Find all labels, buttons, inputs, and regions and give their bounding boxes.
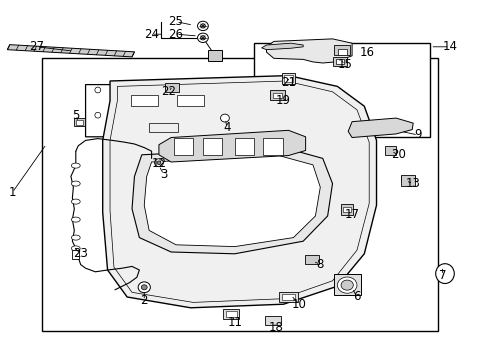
Bar [165,83,179,91]
Ellipse shape [71,246,80,251]
Ellipse shape [71,163,80,168]
Polygon shape [72,250,79,259]
Ellipse shape [197,33,208,42]
Text: 25: 25 [168,15,183,28]
Text: 24: 24 [144,28,159,41]
Ellipse shape [141,285,147,290]
Text: 8: 8 [316,258,324,271]
Text: 17: 17 [344,208,359,221]
Text: 18: 18 [268,321,283,334]
Bar [76,120,82,125]
Text: 10: 10 [291,298,306,311]
Text: 27: 27 [29,40,44,53]
Ellipse shape [340,280,352,290]
Bar [281,73,295,84]
Bar [281,294,295,300]
Bar [284,75,292,82]
Ellipse shape [71,199,80,204]
Ellipse shape [200,24,205,28]
Ellipse shape [200,36,205,40]
Text: 6: 6 [352,291,360,303]
Ellipse shape [337,277,356,293]
Text: 15: 15 [337,58,351,71]
Ellipse shape [220,114,229,122]
Ellipse shape [71,181,80,186]
Bar [225,311,236,317]
Bar [207,50,222,61]
Ellipse shape [95,87,101,93]
Polygon shape [110,81,368,302]
Text: 9: 9 [413,129,421,141]
Bar [341,204,352,215]
Polygon shape [85,85,251,137]
Bar [270,90,285,100]
Bar [173,138,193,155]
Text: 16: 16 [359,46,373,59]
Text: 26: 26 [168,28,183,41]
Bar [74,118,84,126]
Polygon shape [7,45,134,57]
Bar [130,95,157,106]
Text: 4: 4 [223,121,231,134]
Bar [254,43,429,137]
Bar [223,309,239,319]
Polygon shape [266,39,351,63]
Text: 23: 23 [73,247,88,260]
Bar [203,138,222,155]
Bar [279,292,297,302]
Bar [335,59,343,64]
Text: 2: 2 [140,294,148,307]
Bar [337,49,346,55]
Text: 20: 20 [390,148,405,161]
Bar [177,95,203,106]
Bar [264,316,280,325]
Text: 5: 5 [72,109,80,122]
Bar [334,45,349,55]
Text: 7: 7 [438,269,446,282]
Text: 1: 1 [8,186,16,199]
Bar [401,175,414,186]
Text: 21: 21 [281,76,295,89]
Polygon shape [144,156,320,247]
Text: 3: 3 [160,168,167,181]
Bar [333,274,360,295]
Bar [263,138,282,155]
Text: 22: 22 [161,85,176,98]
Bar [332,57,346,66]
Text: 19: 19 [276,94,290,107]
Ellipse shape [197,21,208,31]
Polygon shape [347,118,412,138]
Ellipse shape [71,235,80,240]
Ellipse shape [157,161,161,165]
Bar [149,123,178,132]
Polygon shape [132,148,332,254]
Bar [234,138,254,155]
Text: 12: 12 [151,157,166,170]
Ellipse shape [71,217,80,222]
Bar [343,207,350,212]
Text: 13: 13 [405,177,420,190]
Ellipse shape [95,112,101,118]
Ellipse shape [138,282,150,293]
Polygon shape [102,76,376,308]
Ellipse shape [154,159,163,167]
Polygon shape [261,43,303,50]
Polygon shape [159,130,305,162]
Bar [41,58,437,331]
Text: 14: 14 [442,40,456,53]
Bar [384,146,395,155]
Bar [305,256,318,264]
Bar [273,93,282,98]
Ellipse shape [435,264,453,284]
Text: 11: 11 [227,316,242,329]
